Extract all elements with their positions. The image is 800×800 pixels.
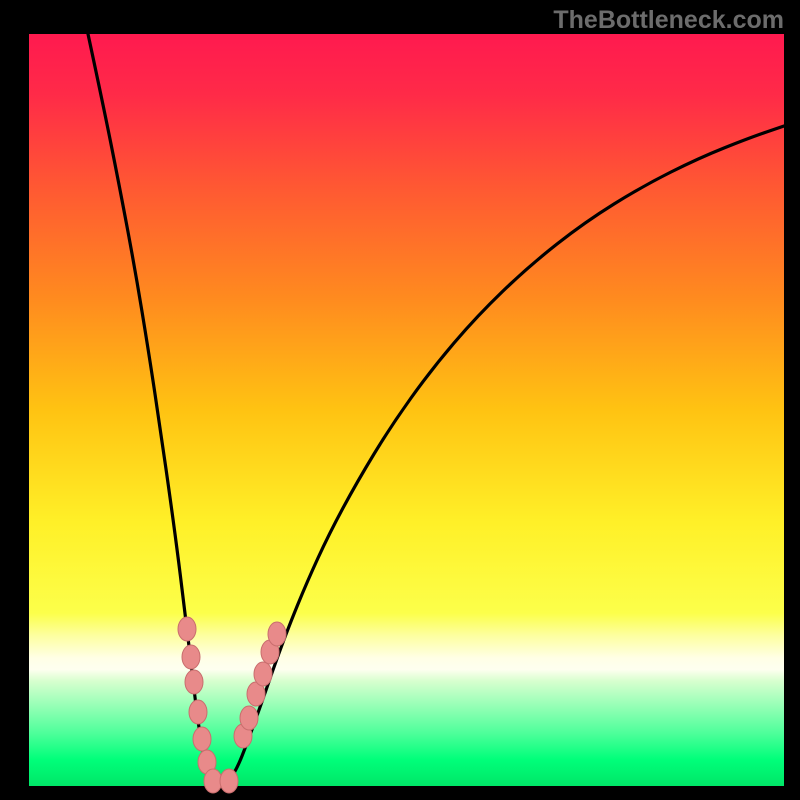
- data-marker: [240, 706, 258, 730]
- right-branch: [220, 126, 784, 786]
- data-marker: [178, 617, 196, 641]
- data-marker: [193, 727, 211, 751]
- watermark-text: TheBottleneck.com: [553, 6, 784, 35]
- curve-overlay: [29, 34, 784, 786]
- data-marker: [185, 670, 203, 694]
- data-marker: [254, 662, 272, 686]
- data-marker: [204, 769, 222, 793]
- data-marker: [182, 645, 200, 669]
- data-marker: [268, 622, 286, 646]
- data-marker: [220, 769, 238, 793]
- chart-root: { "source_watermark": { "text": "TheBott…: [0, 0, 800, 800]
- data-marker: [189, 700, 207, 724]
- plot-area: [29, 34, 784, 786]
- marker-group: [178, 617, 286, 793]
